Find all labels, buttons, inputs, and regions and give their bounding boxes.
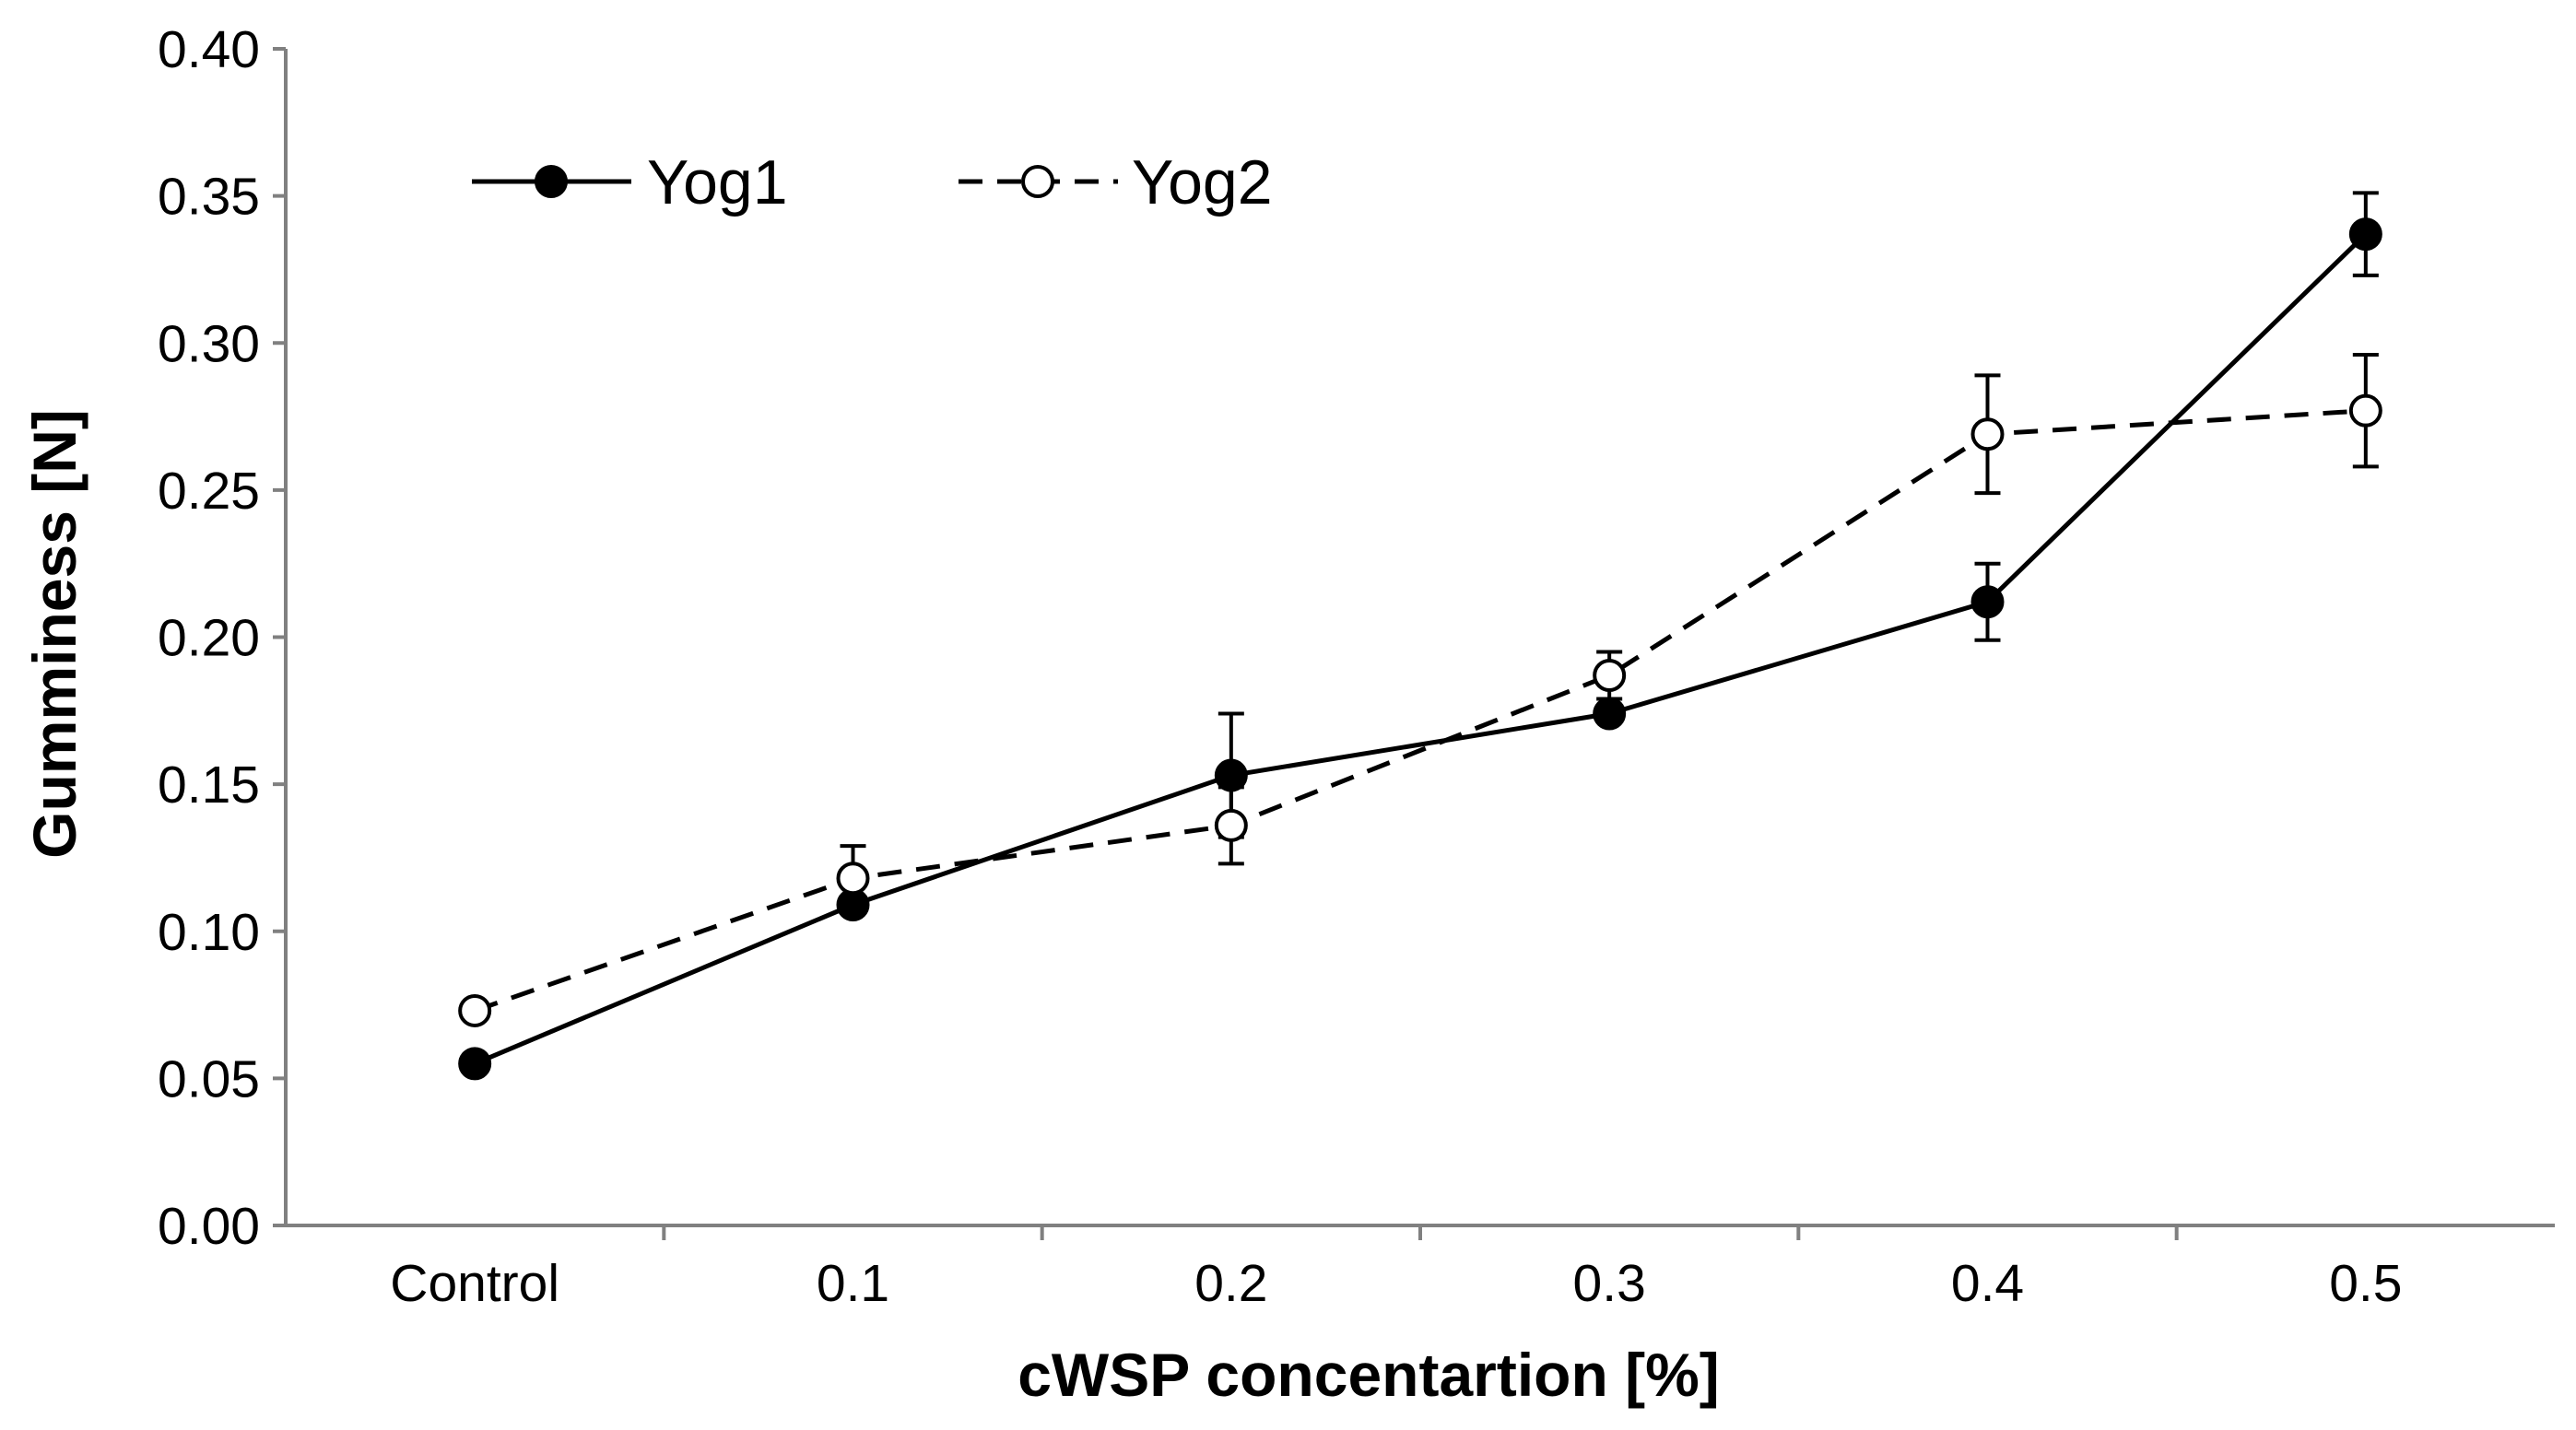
y-tick-label: 0.25	[158, 462, 260, 521]
data-point-yog1	[458, 1047, 492, 1081]
data-point-yog2	[1214, 808, 1248, 842]
series-line-yog1	[474, 232, 2368, 1066]
data-point-yog2	[836, 862, 870, 896]
y-tick-label: 0.05	[158, 1049, 260, 1108]
y-tick-label: 0.35	[158, 168, 260, 227]
data-point-yog1	[1593, 697, 1627, 731]
x-tick-label: Control	[390, 1254, 559, 1313]
data-point-yog2	[2348, 393, 2382, 428]
x-tick-label: 0.3	[1573, 1254, 1646, 1313]
x-tick-label: 0.5	[2329, 1254, 2402, 1313]
legend-item-yog2: Yog2	[959, 147, 1273, 217]
legend-label-yog1: Yog1	[647, 147, 788, 217]
series-layer	[458, 191, 2382, 1081]
y-tick-label: 0.00	[158, 1197, 260, 1256]
y-tick-label: 0.20	[158, 609, 260, 668]
data-point-yog1	[2348, 217, 2382, 252]
series-line-yog2	[474, 408, 2366, 1014]
data-point-yog2	[1593, 659, 1627, 693]
x-axis-ticks: Control 0.1 0.2 0.3 0.4 0.5	[390, 1225, 2402, 1313]
y-axis-title: Gumminess [N]	[20, 409, 88, 859]
y-tick-label: 0.15	[158, 756, 260, 815]
series-yog2	[458, 353, 2382, 1027]
y-tick-label: 0.30	[158, 314, 260, 373]
data-point-yog2	[458, 993, 492, 1027]
legend-label-yog2: Yog2	[1132, 147, 1273, 217]
data-point-yog1	[1970, 585, 2005, 619]
y-tick-label: 0.10	[158, 903, 260, 962]
y-tick-label: 0.40	[158, 20, 260, 79]
series-yog1	[458, 191, 2382, 1081]
data-point-yog2	[1970, 417, 2005, 451]
x-axis-title: cWSP concentartion [%]	[1017, 1341, 1720, 1409]
legend: Yog1 Yog2	[472, 147, 1273, 217]
legend-marker-yog2	[1021, 165, 1054, 198]
legend-marker-yog1	[535, 165, 568, 198]
x-tick-label: 0.4	[1951, 1254, 2024, 1313]
y-axis-ticks: 0.00 0.05 0.10 0.15 0.20 0.25 0.30 0.35 0.40	[158, 20, 286, 1256]
x-tick-label: 0.2	[1194, 1254, 1267, 1313]
legend-item-yog1: Yog1	[472, 147, 788, 217]
x-tick-label: 0.1	[817, 1254, 889, 1313]
